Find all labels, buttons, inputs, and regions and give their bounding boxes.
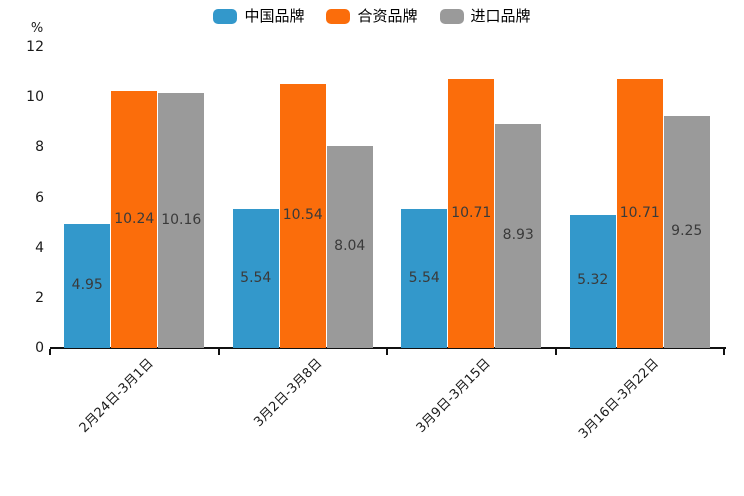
x-axis-tick: [49, 349, 51, 355]
bar-value-label: 10.24: [114, 210, 155, 227]
legend-item-0[interactable]: 中国品牌: [213, 7, 304, 25]
legend: 中国品牌 合资品牌 进口品牌: [0, 7, 744, 25]
x-axis-tick: [386, 349, 388, 355]
legend-label: 中国品牌: [244, 7, 305, 25]
bar-value-label: 10.71: [451, 204, 492, 221]
bar-value-label: 5.54: [408, 269, 440, 286]
bar-进口品牌-1: [326, 146, 373, 348]
bar-合资品牌-2: [448, 79, 495, 348]
legend-swatch-icon: [213, 8, 238, 24]
y-axis-tick-label: 0: [35, 340, 44, 356]
legend-swatch-icon: [439, 8, 464, 24]
bar-进口品牌-2: [495, 124, 542, 348]
bar-value-label: 10.71: [619, 204, 660, 221]
y-axis-tick-label: 2: [35, 289, 44, 306]
y-axis-tick-label: 4: [35, 239, 44, 256]
bar-value-label: 4.95: [71, 276, 103, 293]
bar-value-label: 9.25: [671, 222, 703, 239]
bar-合资品牌-0: [111, 91, 158, 348]
bar-进口品牌-0: [158, 93, 205, 348]
x-axis-line: [50, 347, 726, 349]
bar-value-label: 10.54: [282, 206, 323, 223]
bar-value-label: 8.04: [334, 238, 366, 255]
x-axis-category-label: 3月16日-3月22日: [576, 356, 663, 442]
y-axis-unit-label: %: [30, 21, 44, 36]
x-axis-tick: [723, 349, 725, 355]
legend-label: 进口品牌: [470, 7, 531, 25]
bar-value-label: 5.54: [240, 269, 272, 286]
bar-合资品牌-1: [279, 83, 326, 348]
bar-value-label: 8.93: [502, 227, 534, 243]
bar-中国品牌-0: [64, 223, 111, 348]
bar-value-label: 10.16: [161, 211, 202, 228]
y-axis-tick-label: 6: [35, 189, 44, 206]
y-axis-tick-label: 8: [35, 139, 44, 156]
bar-value-label: 5.32: [577, 272, 609, 289]
legend-item-2[interactable]: 进口品牌: [439, 7, 531, 25]
legend-swatch-icon: [326, 8, 351, 24]
bar-进口品牌-3: [663, 115, 710, 348]
bar-中国品牌-2: [401, 209, 448, 348]
x-axis-category-label: 3月9日-3月15日: [413, 356, 494, 436]
bar-中国品牌-1: [232, 209, 279, 348]
x-axis-tick: [554, 349, 557, 355]
x-axis-tick: [217, 349, 220, 355]
legend-label: 合资品牌: [357, 7, 418, 25]
x-axis-category-label: 3月2日-3月8日: [251, 356, 326, 431]
x-axis-category-label: 2月24日-3月1日: [76, 356, 157, 436]
y-axis-tick-label: 10: [26, 89, 44, 106]
legend-item-1[interactable]: 合资品牌: [326, 7, 418, 25]
bar-中国品牌-3: [569, 214, 616, 348]
bar-合资品牌-3: [616, 79, 663, 348]
y-axis-tick-label: 12: [26, 39, 44, 55]
